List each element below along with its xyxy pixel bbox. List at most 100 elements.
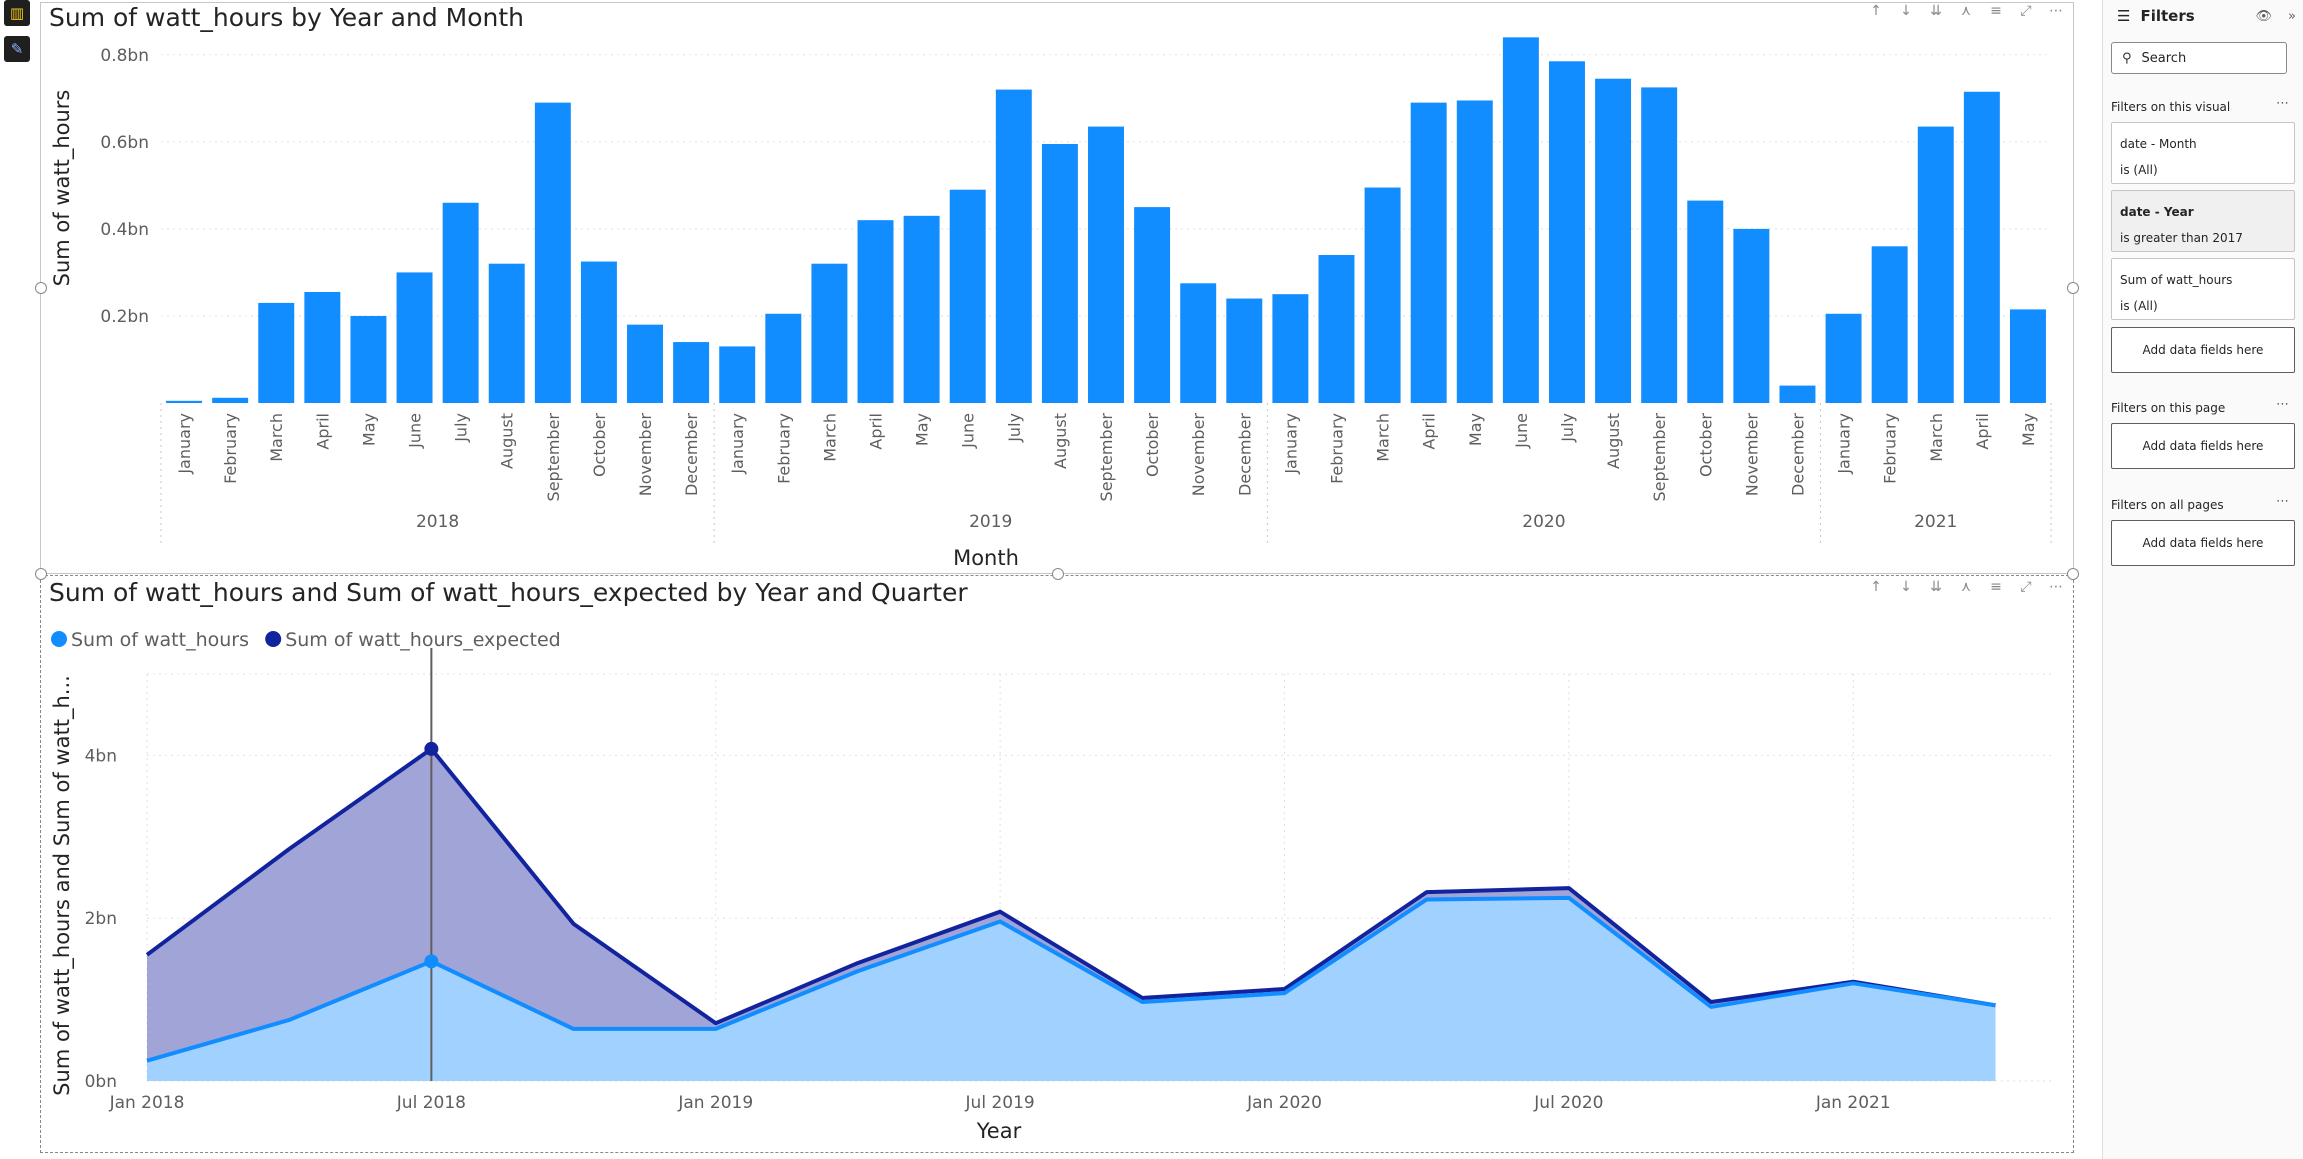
filters-title: Filters xyxy=(2140,7,2195,25)
filter-card-watt-hours[interactable]: Sum of watt_hours is (All) xyxy=(2111,258,2295,320)
x-tick-label: July xyxy=(1558,413,1577,443)
x-tick-label: January xyxy=(1835,413,1854,475)
bar xyxy=(1779,385,1816,403)
filters-on-all-pages-label: Filters on all pages ⋯ xyxy=(2111,494,2289,512)
area-chart-visual[interactable]: Sum of watt_hours and Sum of watt_hours_… xyxy=(40,575,2074,1153)
resize-handle-right[interactable] xyxy=(2067,282,2079,294)
resize-handle-corner[interactable] xyxy=(35,568,47,580)
bar xyxy=(1733,228,1770,403)
x-tick-label: March xyxy=(820,413,839,462)
more-options-icon[interactable]: ⋯ xyxy=(2276,494,2289,509)
x-tick-label: Jul 2019 xyxy=(965,1093,1035,1113)
x-axis-title: Year xyxy=(976,1119,1022,1143)
resize-handle-corner-right[interactable] xyxy=(2067,568,2079,580)
visual-header-icons-2: ↑ ↓ ⇊ ⋏ ≡ ⤢ ⋯ xyxy=(1869,579,2063,595)
eye-icon[interactable]: 👁 xyxy=(2255,9,2273,24)
x-tick-label: September xyxy=(1650,413,1669,502)
filters-header: ☰ Filters xyxy=(2117,7,2195,25)
search-placeholder: Search xyxy=(2141,50,2187,66)
expand-hierarchy-icon[interactable]: ⋏ xyxy=(1960,3,1972,19)
x-tick-label: April xyxy=(867,413,886,450)
legend-marker xyxy=(51,631,67,647)
bar xyxy=(995,89,1032,404)
legend-label: Sum of watt_hours xyxy=(71,629,249,651)
double-arrow-down-icon[interactable]: ⇊ xyxy=(1930,3,1942,19)
bar xyxy=(1641,87,1678,403)
filter-card-field: Sum of watt_hours xyxy=(2120,273,2233,287)
x-tick-label: June xyxy=(1512,413,1531,449)
search-icon: ⚲ xyxy=(2122,50,2132,66)
x-tick-label: September xyxy=(1097,413,1116,502)
y-axis-title: Sum of watt_hours xyxy=(50,90,75,287)
arrow-up-icon[interactable]: ↑ xyxy=(1870,579,1882,595)
more-options-icon[interactable]: ⋯ xyxy=(2049,3,2063,19)
y-tick-label: 0bn xyxy=(85,1072,117,1092)
x-tick-label: Jan 2018 xyxy=(109,1093,185,1113)
bar-chart-visual[interactable]: Sum of watt_hours by Year and Month ↑ ↓ … xyxy=(40,2,2074,574)
more-options-icon[interactable]: ⋯ xyxy=(2049,579,2063,595)
y-tick-label: 0.4bn xyxy=(100,220,149,240)
x-tick-label: May xyxy=(359,413,378,446)
filter-card-field: date - Year xyxy=(2120,205,2194,219)
arrow-down-icon[interactable]: ↓ xyxy=(1900,3,1912,19)
hover-point xyxy=(424,954,439,969)
x-tick-label: May xyxy=(913,413,932,446)
add-data-fields-all[interactable]: Add data fields here xyxy=(2111,520,2295,566)
visual-header-icons: ↑ ↓ ⇊ ⋏ ≡ ⤢ ⋯ xyxy=(1869,3,2063,19)
x-tick-label: December xyxy=(1788,413,1807,496)
filter-card-condition: is (All) xyxy=(2120,299,2158,313)
bar xyxy=(627,324,664,403)
arrow-up-icon[interactable]: ↑ xyxy=(1870,3,1882,19)
filter-card-year[interactable]: date - Year is greater than 2017 xyxy=(2111,190,2295,252)
resize-handle-mid[interactable] xyxy=(1052,568,1064,580)
bar xyxy=(166,400,203,403)
x-tick-label: January xyxy=(175,413,194,475)
focus-mode-icon[interactable]: ⤢ xyxy=(2020,579,2032,595)
bar xyxy=(396,272,433,403)
y-tick-label: 0.6bn xyxy=(100,133,149,153)
bar xyxy=(1963,91,2000,403)
arrow-down-icon[interactable]: ↓ xyxy=(1900,579,1912,595)
x-tick-label: November xyxy=(1189,413,1208,497)
x-tick-label: Jan 2019 xyxy=(677,1093,753,1113)
filter-icon[interactable]: ≡ xyxy=(1990,579,2002,595)
x-tick-label: April xyxy=(1973,413,1992,450)
filters-search-input[interactable]: ⚲ Search xyxy=(2111,42,2287,74)
x-tick-label: April xyxy=(313,413,332,450)
bar xyxy=(212,397,249,403)
filter-lines-icon: ☰ xyxy=(2117,7,2131,25)
filter-card-month[interactable]: date - Month is (All) xyxy=(2111,122,2295,184)
expand-hierarchy-icon[interactable]: ⋏ xyxy=(1960,579,1972,595)
x-tick-label: October xyxy=(1696,413,1715,477)
filter-card-condition: is greater than 2017 xyxy=(2120,231,2243,245)
bar xyxy=(811,263,848,403)
more-options-icon[interactable]: ⋯ xyxy=(2276,397,2289,412)
bar xyxy=(534,102,571,403)
bar xyxy=(1456,100,1493,404)
double-arrow-down-icon[interactable]: ⇊ xyxy=(1930,579,1942,595)
x-tick-label: May xyxy=(1466,413,1485,446)
bar xyxy=(1917,126,1954,404)
x-tick-label: August xyxy=(1604,413,1623,469)
bar-chart-icon[interactable]: ▥ xyxy=(4,0,30,26)
paintbrush-icon[interactable]: ✎ xyxy=(4,36,30,62)
x-tick-label: December xyxy=(1235,413,1254,496)
bar xyxy=(1871,246,1908,403)
filter-icon[interactable]: ≡ xyxy=(1990,3,2002,19)
collapse-pane-icon[interactable]: » xyxy=(2288,9,2296,24)
year-group-label: 2020 xyxy=(1522,512,1565,532)
filters-on-page-label: Filters on this page ⋯ xyxy=(2111,397,2289,415)
add-data-fields-visual[interactable]: Add data fields here xyxy=(2111,327,2295,373)
area-fill xyxy=(147,897,1996,1081)
legend-label: Sum of watt_hours_expected xyxy=(285,629,561,651)
resize-handle-left[interactable] xyxy=(35,282,47,294)
x-tick-label: March xyxy=(1374,413,1393,462)
left-rail: ▥ ✎ xyxy=(0,0,36,1159)
add-data-fields-page[interactable]: Add data fields here xyxy=(2111,423,2295,469)
more-options-icon[interactable]: ⋯ xyxy=(2276,96,2289,111)
x-tick-label: Jul 2020 xyxy=(1533,1093,1603,1113)
report-canvas: ▥ ✎ Sum of watt_hours by Year and Month … xyxy=(0,0,2079,1159)
x-tick-label: June xyxy=(959,413,978,449)
series-line xyxy=(146,895,1996,1063)
focus-mode-icon[interactable]: ⤢ xyxy=(2020,3,2032,19)
